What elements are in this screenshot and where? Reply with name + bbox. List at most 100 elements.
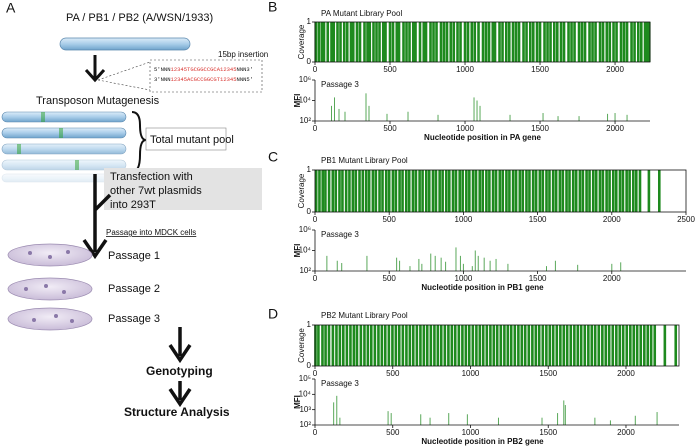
chart-title: PB2 Mutant Library Pool: [321, 311, 408, 320]
seq-part: NNN3': [237, 66, 254, 73]
x-tick-label: 2000: [603, 215, 621, 224]
x-tick-label: 500: [383, 274, 397, 283]
step-label: into 293T: [110, 199, 156, 211]
x-tick-label: 1000: [462, 428, 480, 437]
y-tick-label: 10²: [299, 420, 311, 429]
y-axis-label: MFI: [293, 94, 302, 108]
x-tick-label: 0: [313, 215, 318, 224]
x-tick-label: 500: [386, 369, 400, 378]
chart-title: PB1 Mutant Library Pool: [321, 156, 408, 165]
x-tick-label: 2500: [677, 215, 695, 224]
arrow: [168, 327, 192, 364]
panel-label: B: [268, 0, 277, 15]
seq-part: 12345ACGCCGGCGT12345: [171, 76, 237, 83]
panel-label: A: [6, 0, 16, 16]
y-tick-label: 1: [307, 320, 312, 329]
y-tick-label: 10²: [299, 116, 311, 125]
sequence: 3'NNN12345ACGCCGGCGT12345NNN5': [154, 76, 253, 83]
x-tick-label: 1000: [455, 274, 473, 283]
y-tick-label: 0: [307, 207, 312, 216]
transfection-box: [104, 168, 262, 210]
y-tick-label: 1: [307, 17, 312, 26]
x-axis-label: Nucleotide position in PB1 gene: [421, 283, 544, 292]
step-label: Passage into MDCK cells: [106, 228, 196, 237]
x-tick-label: 1500: [539, 369, 557, 378]
sequence: 5'NNN12345TGCGGCCGCA12345NNN3': [154, 66, 253, 73]
y-axis-label: Coverage: [297, 173, 306, 208]
y-tick-label: 0: [307, 361, 312, 370]
x-tick-label: 0: [313, 65, 318, 74]
seq-part: 3'NNN: [154, 76, 171, 83]
x-tick-label: 500: [383, 215, 397, 224]
x-tick-label: 0: [313, 428, 318, 437]
chart-title: Passage 3: [321, 379, 359, 388]
title: PA / PB1 / PB2 (A/WSN/1933): [66, 12, 213, 24]
plot-frame: [314, 324, 680, 367]
x-tick-label: 0: [313, 369, 318, 378]
y-axis-label: Coverage: [297, 24, 306, 59]
x-tick-label: 2000: [617, 369, 635, 378]
panel-label: D: [268, 306, 278, 322]
y-tick-label: 10³: [299, 405, 311, 414]
arrow: [82, 174, 112, 260]
y-tick-label: 10⁴: [299, 96, 312, 105]
passage-label: Passage 3: [108, 313, 160, 325]
step-label: Transposon Mutagenesis: [36, 95, 160, 107]
mutant-tubes: [1, 111, 127, 183]
x-tick-label: 2000: [603, 274, 621, 283]
x-tick-label: 1500: [529, 274, 547, 283]
dishes: [7, 243, 93, 331]
chart-title: Passage 3: [321, 230, 359, 239]
x-tick-label: 500: [383, 124, 397, 133]
x-tick-label: 2000: [617, 428, 635, 437]
step-label: Total mutant pool: [150, 134, 234, 146]
chart-title: PA Mutant Library Pool: [321, 9, 402, 18]
gene-tube: [59, 37, 191, 51]
brace: [131, 111, 147, 173]
y-tick-label: 1: [307, 165, 312, 174]
y-tick-label: 10⁴: [299, 246, 312, 255]
pool-box: [145, 127, 227, 151]
x-tick-label: 1500: [539, 428, 557, 437]
y-tick-label: 10⁶: [299, 75, 311, 84]
x-tick-label: 1000: [456, 124, 474, 133]
step-label: Structure Analysis: [124, 405, 230, 419]
x-tick-label: 1500: [531, 65, 549, 74]
y-axis-label: Coverage: [297, 328, 306, 363]
step-label: Genotyping: [146, 364, 213, 378]
seq-part: 5'NNN: [154, 66, 171, 73]
x-tick-label: 1000: [456, 65, 474, 74]
y-axis-label: MFI: [293, 244, 302, 258]
y-tick-label: 10⁶: [299, 225, 311, 234]
axes: [314, 379, 679, 426]
plot-frame: [314, 169, 687, 213]
x-tick-label: 1000: [455, 215, 473, 224]
arrow: [84, 55, 106, 83]
x-axis-label: Nucleotide position in PA gene: [424, 133, 541, 142]
passage-label: Passage 2: [108, 283, 160, 295]
x-tick-label: 2000: [606, 124, 624, 133]
passage-label: Passage 1: [108, 250, 160, 262]
y-tick-label: 10²: [299, 266, 311, 275]
x-tick-label: 500: [383, 65, 397, 74]
panel-label: C: [268, 149, 278, 165]
x-tick-label: 1500: [529, 215, 547, 224]
plot-frame: [314, 21, 651, 63]
x-tick-label: 1000: [462, 369, 480, 378]
arrow: [168, 381, 192, 408]
seq-part: NNN5': [237, 76, 254, 83]
seq-part: 12345TGCGGCCGCA12345: [171, 66, 237, 73]
y-tick-label: 10⁵: [299, 374, 311, 383]
x-tick-label: 500: [386, 428, 400, 437]
x-tick-label: 0: [313, 274, 318, 283]
x-tick-label: 0: [313, 124, 318, 133]
axes: [314, 80, 650, 122]
y-axis-label: MFI: [293, 395, 302, 409]
step-label: Transfection with: [110, 171, 193, 183]
insert-box: [149, 59, 263, 93]
x-tick-label: 1500: [531, 124, 549, 133]
axes: [314, 230, 686, 272]
zoom-lines: [97, 61, 151, 91]
y-tick-label: 10⁴: [299, 389, 312, 398]
